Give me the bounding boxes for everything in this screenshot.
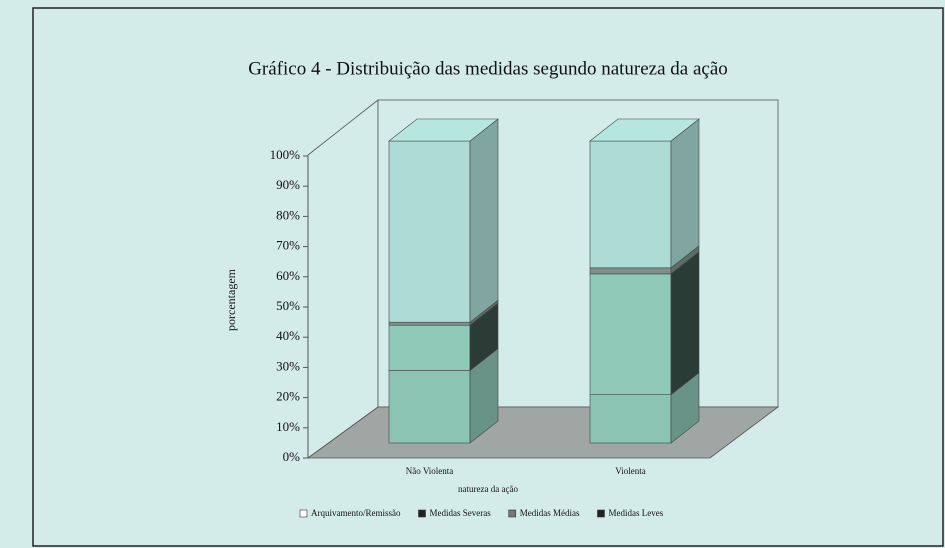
bar-segment [388,324,471,371]
left-wall [307,99,379,459]
x-tick-label: Violenta [615,466,645,476]
y-tick-label: 10% [276,419,300,434]
bar-side [670,251,700,396]
bar-side [670,118,700,269]
legend-swatch [299,509,308,518]
y-tick-label: 60% [276,268,300,283]
bar-segment [589,267,672,275]
bar-top [388,118,499,142]
bar-segment [388,140,471,323]
bar-segment [589,273,672,395]
x-axis-label: natureza da ação [458,484,518,494]
legend-swatch [597,509,605,518]
y-axis-label: porcentagem [224,268,238,331]
legend-label: Medidas Severas [430,508,492,518]
frame [32,7,944,547]
bar-side [469,118,499,323]
y-tick-label: 50% [276,298,300,313]
legend-swatch [418,509,426,518]
floor [306,406,780,459]
bar-segment [388,321,471,326]
legend-label: Medidas Médias [520,508,580,518]
bar-segment [589,140,672,269]
y-tick-label: 100% [270,147,301,162]
y-tick-label: 0% [283,449,301,464]
legend-label: Arquivamento/Remissão [311,508,401,518]
bar-top [589,118,700,142]
legend-swatch [508,509,517,518]
bar-segment [388,370,471,444]
legend-label: Medidas Leves [608,508,663,518]
y-tick-label: 30% [276,358,300,373]
y-tick-label: 90% [276,177,300,192]
y-tick-label: 40% [276,328,300,343]
y-tick-label: 80% [276,207,300,222]
y-tick-label: 20% [276,389,300,404]
chart-title: Gráfico 4 - Distribuição das medidas seg… [248,58,728,79]
bar-segment [589,394,672,444]
x-tick-label: Não Violenta [406,466,454,476]
y-tick-label: 70% [276,238,300,253]
